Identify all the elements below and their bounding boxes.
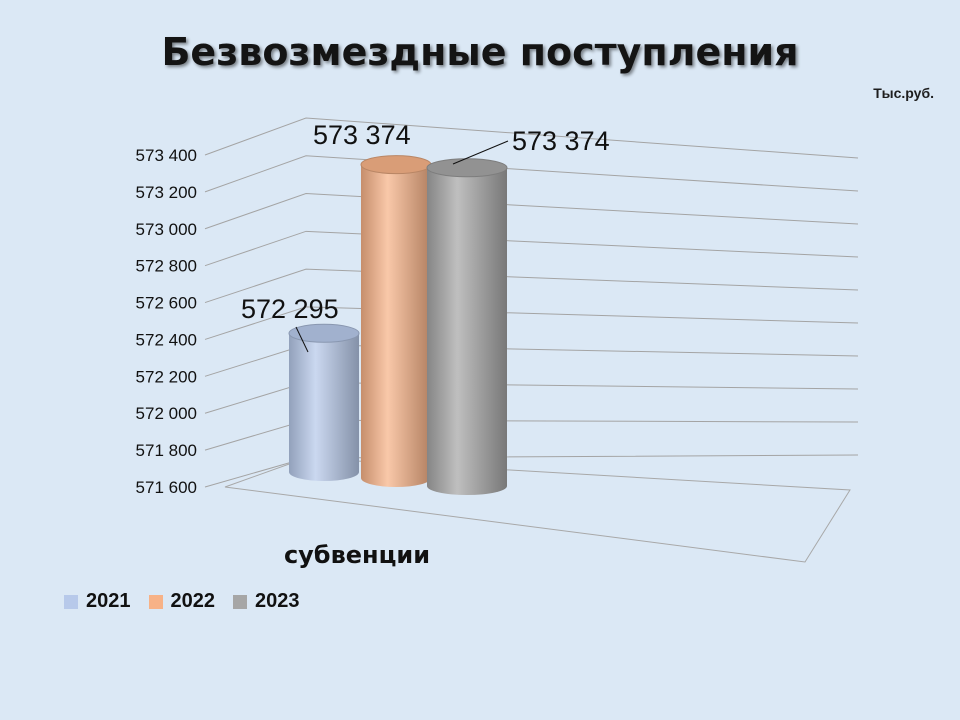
legend-swatch	[233, 594, 247, 609]
gridline	[204, 117, 859, 159]
data-label-leader	[295, 326, 309, 353]
legend-swatch	[148, 594, 163, 609]
y-tick-label: 573 000	[136, 220, 197, 239]
gridline	[204, 155, 859, 193]
y-tick-label: 572 000	[136, 404, 197, 423]
y-tick-label: 573 200	[136, 183, 197, 202]
legend-label: 2022	[170, 590, 216, 612]
y-tick-label: 572 400	[136, 330, 197, 349]
gridline	[204, 306, 859, 340]
data-label-leader	[452, 140, 509, 165]
data-label-2023: 573 374	[512, 126, 610, 156]
gridline	[204, 268, 859, 304]
y-tick-label: 571 600	[136, 478, 197, 497]
bar-2022	[360, 155, 432, 487]
bar-2021	[288, 323, 360, 481]
x-category-label: субвенции	[284, 541, 430, 569]
bar-top	[288, 323, 360, 343]
bar-2023	[426, 158, 508, 495]
unit-label: Тыс.руб.	[873, 85, 934, 101]
chart-title: Безвозмездные поступления	[161, 30, 799, 74]
y-tick-label: 572 600	[136, 294, 197, 313]
chart-floor	[224, 457, 851, 563]
gridline	[204, 230, 859, 267]
legend: 2021 2022 2023	[64, 590, 318, 613]
legend-item-2023: 2023	[233, 590, 300, 613]
bar-top	[426, 158, 508, 178]
legend-label: 2021	[86, 590, 131, 612]
bar-body	[361, 164, 431, 487]
legend-item-2022: 2022	[148, 590, 216, 613]
legend-item-2021: 2021	[64, 590, 131, 613]
y-tick-label: 571 800	[136, 441, 197, 460]
legend-label: 2023	[255, 590, 300, 612]
data-label-2022: 573 374	[313, 120, 411, 150]
y-tick-label: 573 400	[136, 146, 197, 165]
data-label-2021: 572 295	[241, 294, 339, 324]
bar-top	[360, 155, 432, 175]
bar-body	[289, 333, 359, 481]
legend-swatch	[64, 594, 78, 609]
bar-body	[427, 167, 507, 495]
y-tick-label: 572 200	[136, 367, 197, 386]
y-tick-label: 572 800	[136, 257, 197, 276]
gridline	[204, 193, 859, 230]
